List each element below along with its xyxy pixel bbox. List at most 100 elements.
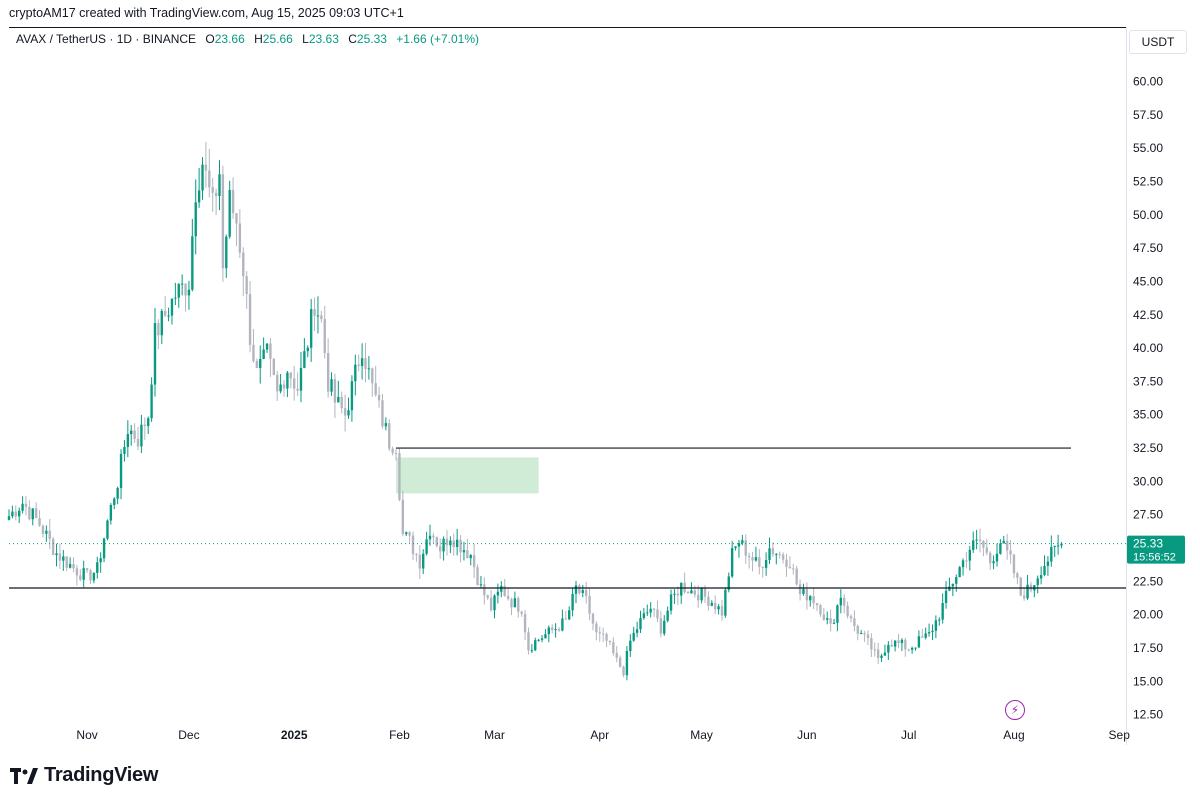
candle-body xyxy=(859,633,863,635)
candle-body xyxy=(360,358,364,367)
candle-body xyxy=(411,535,415,555)
candle-body xyxy=(839,597,842,606)
candle-body xyxy=(1019,577,1022,596)
candle-body xyxy=(805,588,809,601)
candle-body xyxy=(540,638,544,640)
candle-body xyxy=(235,213,238,224)
candle-body xyxy=(601,633,605,635)
candle-body xyxy=(639,618,642,630)
candle-body xyxy=(897,640,900,643)
candle-body xyxy=(887,644,890,653)
candle-body xyxy=(578,585,581,594)
lightning-icon[interactable]: ⚡ xyxy=(1005,700,1025,720)
candle-body xyxy=(377,394,381,401)
candle-body xyxy=(1050,546,1053,562)
candle-body xyxy=(934,620,938,631)
low-label: L xyxy=(302,32,309,46)
candle-body xyxy=(347,410,350,416)
candle-body xyxy=(367,368,371,370)
price-tick-label: 45.00 xyxy=(1133,274,1163,288)
currency-button[interactable]: USDT xyxy=(1129,30,1187,54)
candle-body xyxy=(211,187,214,193)
candle-body xyxy=(581,590,584,594)
candle-body xyxy=(982,540,985,548)
bar-countdown: 15:56:52 xyxy=(1133,552,1176,564)
candle-body xyxy=(1016,573,1019,578)
candle-body xyxy=(741,540,744,544)
candle-body xyxy=(238,223,242,253)
candle-body xyxy=(442,538,445,552)
time-tick-label: Nov xyxy=(76,728,97,742)
chart-top-border xyxy=(9,27,1127,28)
candle-body xyxy=(795,568,798,585)
candle-body xyxy=(846,605,849,617)
price-tick-label: 55.00 xyxy=(1133,141,1163,155)
candle-body xyxy=(931,630,934,633)
candle-body xyxy=(551,627,554,630)
candle-body xyxy=(880,655,883,659)
candle-body xyxy=(99,558,102,563)
candle-body xyxy=(910,647,914,650)
demand-zone-0[interactable] xyxy=(396,457,539,494)
time-tick-label: Aug xyxy=(1003,728,1024,742)
candle-body xyxy=(11,511,14,517)
candle-body xyxy=(415,554,418,556)
candle-body xyxy=(398,453,401,500)
candle-body xyxy=(405,532,408,535)
candle-body xyxy=(225,236,228,269)
candle-body xyxy=(703,588,707,597)
candle-body xyxy=(204,164,208,171)
candle-body xyxy=(357,364,360,367)
candle-body xyxy=(259,359,262,369)
symbol-label[interactable]: AVAX / TetherUS · 1D · BINANCE xyxy=(16,32,197,46)
price-tick-label: 32.50 xyxy=(1133,441,1163,455)
candle-body xyxy=(605,634,608,641)
candle-body xyxy=(170,298,174,316)
candle-body xyxy=(904,639,907,650)
candle-body xyxy=(303,351,306,368)
candle-body xyxy=(815,603,819,606)
candle-body xyxy=(279,384,282,392)
candle-body xyxy=(941,603,944,620)
candle-body xyxy=(510,598,513,608)
candle-body xyxy=(568,610,571,620)
candle-body xyxy=(673,593,676,595)
candle-body xyxy=(299,367,303,391)
price-scale-border xyxy=(1126,27,1127,745)
candle-body xyxy=(479,584,483,586)
candle-body xyxy=(381,400,384,427)
candle-body xyxy=(309,309,313,348)
candle-body xyxy=(656,609,659,619)
demand-zone-layer xyxy=(396,457,539,494)
candle-body xyxy=(41,525,45,534)
tradingview-brand: TradingView xyxy=(10,764,158,787)
candle-body xyxy=(676,593,680,596)
candle-body xyxy=(187,289,191,296)
candle-body xyxy=(136,439,140,447)
candle-body xyxy=(228,189,231,237)
candle-body xyxy=(978,539,982,541)
candle-body xyxy=(92,572,96,581)
time-tick-label: Mar xyxy=(484,728,505,742)
price-tick-label: 37.50 xyxy=(1133,374,1163,388)
candle-body xyxy=(975,539,978,541)
candle-body xyxy=(160,310,163,336)
candle-body xyxy=(96,562,99,573)
candle-body xyxy=(55,553,58,556)
price-tick-label: 12.50 xyxy=(1133,708,1163,722)
candle-body xyxy=(629,640,632,652)
price-tick-label: 35.00 xyxy=(1133,408,1163,422)
price-tick-label: 60.00 xyxy=(1133,74,1163,88)
candle-body xyxy=(34,508,38,519)
candle-body xyxy=(82,568,85,580)
candle-body xyxy=(663,620,666,634)
candle-body xyxy=(130,430,133,435)
candle-body xyxy=(534,640,537,651)
low-value: 23.63 xyxy=(308,32,339,46)
candle-body xyxy=(106,520,109,539)
candle-body xyxy=(214,192,218,197)
candle-body xyxy=(418,554,421,569)
ohlc-legend: AVAX / TetherUS · 1D · BINANCE O23.66 H2… xyxy=(16,32,479,46)
candle-body xyxy=(459,539,462,553)
